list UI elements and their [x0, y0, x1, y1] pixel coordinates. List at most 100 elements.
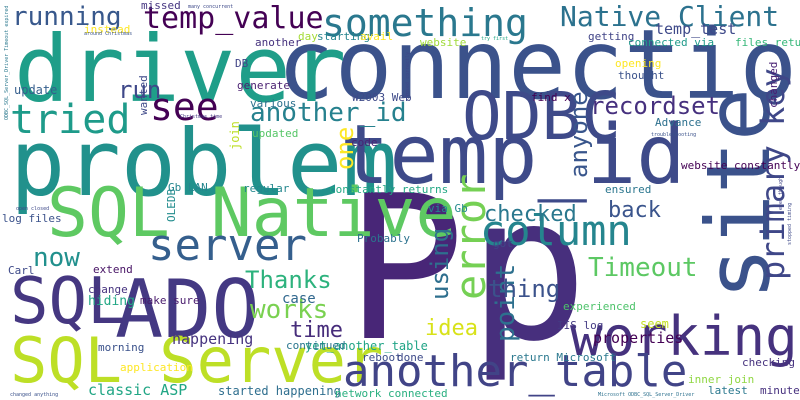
word-works: works — [250, 295, 329, 325]
word-driver: driver — [14, 16, 347, 123]
word-via-gb: via Gb — [428, 202, 468, 215]
word-getting: getting — [588, 30, 635, 43]
word-thing: thing — [488, 275, 561, 303]
word-make-sure: make sure — [140, 294, 200, 307]
word-open-closed: open closed — [16, 206, 50, 212]
word-got: got — [493, 237, 513, 250]
word-try-first: try first — [481, 36, 509, 42]
word-p: p — [468, 153, 589, 386]
word-network-connected: network connected — [335, 387, 448, 400]
word-seem: seem — [640, 317, 669, 331]
word-return-microsoft: return Microsoft — [510, 351, 616, 364]
word-probably: Probably — [357, 232, 410, 245]
word-column: column — [480, 206, 632, 255]
word-many-concurrent: many concurrent — [188, 4, 234, 10]
word-join: join — [228, 121, 242, 150]
word-native-client: Native Client — [560, 0, 780, 33]
word-application: application — [120, 361, 193, 374]
word-latest: latest — [708, 384, 748, 397]
word-ensured: ensured — [605, 183, 652, 196]
word-gb-lan: Gb LAN — [168, 181, 208, 194]
word-another: another — [255, 36, 302, 49]
word-thought: thought — [618, 69, 665, 82]
word-microsoft-odbc-driver: Microsoft ODBC_SQL_Server_Driver — [598, 392, 695, 398]
word-another-table: another_table — [343, 346, 688, 397]
word-stopped-timing: stopped timing — [787, 202, 793, 245]
word-run: run — [118, 76, 162, 104]
word-troubleshooting: troubleshooting — [651, 132, 697, 138]
word-various: various — [250, 97, 297, 110]
word-change: change — [88, 283, 128, 296]
word-inner-join: inner join — [688, 373, 755, 386]
word-properties: properties — [593, 329, 684, 347]
word-starting: starting — [317, 30, 370, 43]
word-update: update — [14, 83, 58, 97]
word-recordset: recordset — [590, 92, 721, 120]
word-connection: connection — [277, 9, 800, 121]
word-happening: happening — [172, 330, 254, 348]
word-working: working — [570, 305, 798, 368]
word-regular: regular — [243, 182, 290, 195]
word-missed: missed — [141, 0, 181, 12]
word-db: DB — [235, 57, 249, 70]
word-sql-server: SQL Server — [10, 324, 384, 397]
word-sql-native: SQL Native — [47, 174, 457, 253]
word-timeout: Timeout — [588, 253, 698, 283]
word-now: now — [33, 243, 80, 273]
word-ado: ADO — [115, 263, 260, 356]
word-advance: Advance — [655, 116, 702, 129]
word-avail: avail — [360, 30, 394, 43]
word-reboot: reboot — [362, 351, 402, 364]
word-minutes: minutes — [760, 384, 800, 397]
word-checking: checking — [742, 356, 795, 369]
word-checked: checked — [484, 202, 577, 227]
word-temp-value: temp_value — [143, 1, 324, 36]
word-see: see — [150, 85, 219, 129]
word-morning: morning — [98, 341, 145, 354]
word-odbc: ODBC — [462, 78, 621, 155]
word-extend: extend — [93, 263, 133, 276]
word-changed-anything: changed anything — [10, 392, 59, 398]
word-christmas-time: Christmas time — [180, 114, 223, 120]
word-constantly-returns: constantly returns — [329, 183, 449, 196]
word-server: server — [148, 220, 307, 271]
word-error: error — [446, 173, 495, 300]
word-using: using — [426, 227, 454, 300]
word-yet-another-table: yet_another_table — [305, 339, 428, 353]
word-classic-asp: classic ASP — [88, 381, 188, 399]
word-changed: changed — [767, 61, 780, 108]
word-anyone: anyone — [565, 91, 593, 178]
word-case: case — [282, 291, 316, 307]
word-sql: SQL — [10, 265, 126, 339]
word-w2003-web: W2003 Web — [352, 91, 412, 104]
word-hiding: hiding — [88, 294, 135, 309]
word-continued: continued — [286, 339, 346, 352]
word-day: day — [298, 30, 318, 43]
word-temp-test: temp_test — [655, 20, 737, 38]
word-updated: updated — [252, 127, 299, 140]
word-find-x: find x — [531, 91, 571, 104]
word-experienced: experienced — [563, 300, 636, 313]
word-closed-correctly: closed correctly — [405, 51, 411, 100]
word-started-happening: started happening — [218, 384, 341, 398]
word-iis-log: IIS log — [557, 319, 604, 332]
word-connected-via: connected via — [628, 36, 715, 49]
word-thanks: Thanks — [245, 266, 332, 294]
word-log-files: log files — [2, 212, 62, 225]
word-website: website — [420, 36, 467, 49]
word-around-christmas: around Christmas — [84, 31, 133, 37]
word-problem: problem — [10, 110, 398, 217]
word-odbc-timeout-expired: ODBC_SQL_Server_Driver Timeout expired — [4, 5, 10, 120]
word-time: time — [290, 318, 343, 343]
word-wanted: wanted — [137, 75, 150, 115]
word-code: code — [351, 136, 378, 149]
word-instead: instead — [84, 23, 131, 36]
word-P: P — [345, 153, 466, 386]
word-back: back — [608, 198, 661, 223]
word-opening: opening — [615, 57, 662, 70]
word-idea: idea — [425, 316, 478, 341]
word-generate: generate — [237, 79, 290, 92]
word-tried: tried — [10, 97, 131, 143]
word-even-though: even though — [778, 176, 784, 210]
